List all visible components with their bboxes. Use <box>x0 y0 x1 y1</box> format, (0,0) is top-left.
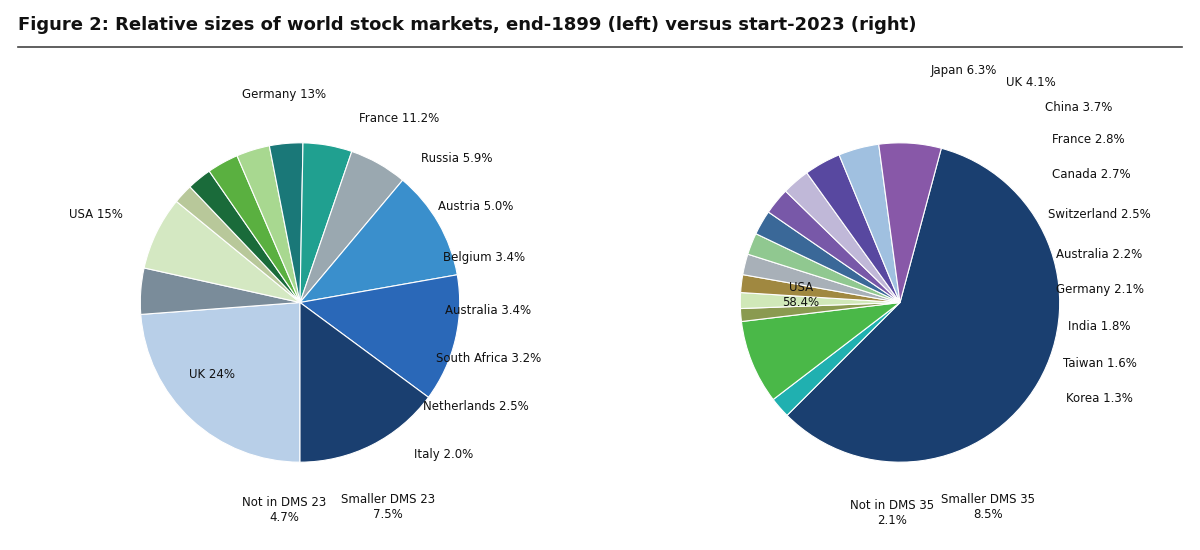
Text: Not in DMS 35
2.1%: Not in DMS 35 2.1% <box>850 499 934 527</box>
Text: France 11.2%: France 11.2% <box>359 112 439 125</box>
Wedge shape <box>740 274 900 302</box>
Text: Smaller DMS 35
8.5%: Smaller DMS 35 8.5% <box>941 493 1034 521</box>
Text: Not in DMS 23
4.7%: Not in DMS 23 4.7% <box>242 496 326 524</box>
Wedge shape <box>144 201 300 302</box>
Wedge shape <box>787 148 1060 462</box>
Wedge shape <box>743 254 900 303</box>
Wedge shape <box>300 180 457 302</box>
Text: Japan 6.3%: Japan 6.3% <box>931 64 997 78</box>
Text: Austria 5.0%: Austria 5.0% <box>438 200 514 213</box>
Text: Canada 2.7%: Canada 2.7% <box>1052 168 1130 182</box>
Wedge shape <box>786 173 900 302</box>
Wedge shape <box>768 191 900 302</box>
Text: Netherlands 2.5%: Netherlands 2.5% <box>422 400 528 413</box>
Wedge shape <box>269 143 302 302</box>
Wedge shape <box>742 302 900 399</box>
Text: Taiwan 1.6%: Taiwan 1.6% <box>1063 357 1136 370</box>
Wedge shape <box>773 302 900 415</box>
Wedge shape <box>806 155 900 302</box>
Wedge shape <box>300 302 428 462</box>
Text: Australia 2.2%: Australia 2.2% <box>1056 248 1142 261</box>
Text: France 2.8%: France 2.8% <box>1052 133 1124 146</box>
Wedge shape <box>748 234 900 302</box>
Wedge shape <box>238 146 300 302</box>
Text: Switzerland 2.5%: Switzerland 2.5% <box>1049 208 1151 221</box>
Text: Germany 2.1%: Germany 2.1% <box>1056 283 1144 296</box>
Text: Australia 3.4%: Australia 3.4% <box>445 304 532 317</box>
Wedge shape <box>209 156 300 302</box>
Wedge shape <box>839 144 900 302</box>
Text: Germany 13%: Germany 13% <box>242 89 326 101</box>
Wedge shape <box>756 212 900 302</box>
Wedge shape <box>190 171 300 302</box>
Wedge shape <box>740 293 900 309</box>
Wedge shape <box>300 143 352 302</box>
Wedge shape <box>300 151 403 302</box>
Text: South Africa 3.2%: South Africa 3.2% <box>436 352 541 365</box>
Text: Italy 2.0%: Italy 2.0% <box>414 448 473 461</box>
Text: USA 15%: USA 15% <box>68 208 122 221</box>
Wedge shape <box>878 143 941 302</box>
Text: Figure 2: Relative sizes of world stock markets, end-1899 (left) versus start-20: Figure 2: Relative sizes of world stock … <box>18 16 917 35</box>
Wedge shape <box>300 275 460 397</box>
Text: USA
58.4%: USA 58.4% <box>782 280 820 309</box>
Text: Belgium 3.4%: Belgium 3.4% <box>443 251 524 265</box>
Wedge shape <box>140 268 300 315</box>
Text: China 3.7%: China 3.7% <box>1045 101 1112 114</box>
Text: Russia 5.9%: Russia 5.9% <box>421 152 492 166</box>
Text: UK 24%: UK 24% <box>190 368 235 381</box>
Text: UK 4.1%: UK 4.1% <box>1006 76 1056 89</box>
Text: India 1.8%: India 1.8% <box>1068 320 1130 333</box>
Text: Smaller DMS 23
7.5%: Smaller DMS 23 7.5% <box>341 493 434 521</box>
Text: Korea 1.3%: Korea 1.3% <box>1066 392 1133 405</box>
Wedge shape <box>140 302 300 462</box>
Wedge shape <box>176 187 300 302</box>
Wedge shape <box>740 302 900 322</box>
